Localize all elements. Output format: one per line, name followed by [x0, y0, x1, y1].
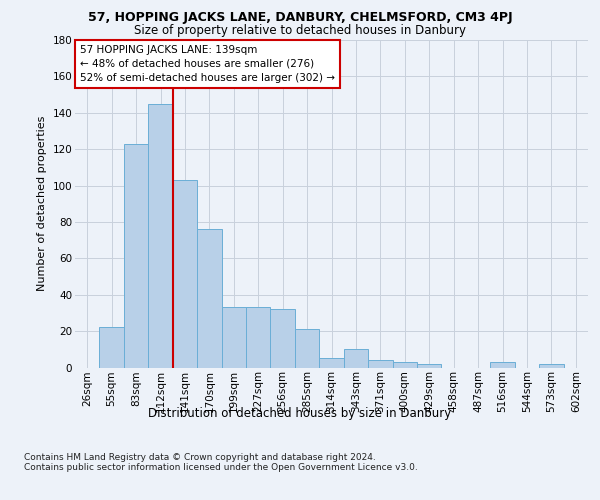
Y-axis label: Number of detached properties: Number of detached properties	[37, 116, 47, 292]
Bar	[295, 330, 319, 368]
Bar	[173, 180, 197, 368]
Bar	[417, 364, 442, 368]
Bar	[539, 364, 563, 368]
Bar	[100, 328, 124, 368]
Bar	[490, 362, 515, 368]
Bar	[271, 310, 295, 368]
Bar	[148, 104, 173, 368]
Text: Distribution of detached houses by size in Danbury: Distribution of detached houses by size …	[148, 408, 452, 420]
Text: Contains HM Land Registry data © Crown copyright and database right 2024.
Contai: Contains HM Land Registry data © Crown c…	[24, 452, 418, 472]
Bar	[124, 144, 148, 368]
Bar	[319, 358, 344, 368]
Text: Size of property relative to detached houses in Danbury: Size of property relative to detached ho…	[134, 24, 466, 37]
Text: 57, HOPPING JACKS LANE, DANBURY, CHELMSFORD, CM3 4PJ: 57, HOPPING JACKS LANE, DANBURY, CHELMSF…	[88, 12, 512, 24]
Text: 57 HOPPING JACKS LANE: 139sqm
← 48% of detached houses are smaller (276)
52% of : 57 HOPPING JACKS LANE: 139sqm ← 48% of d…	[80, 45, 335, 83]
Bar	[221, 308, 246, 368]
Bar	[197, 229, 221, 368]
Bar	[392, 362, 417, 368]
Bar	[344, 350, 368, 368]
Bar	[246, 308, 271, 368]
Bar	[368, 360, 392, 368]
